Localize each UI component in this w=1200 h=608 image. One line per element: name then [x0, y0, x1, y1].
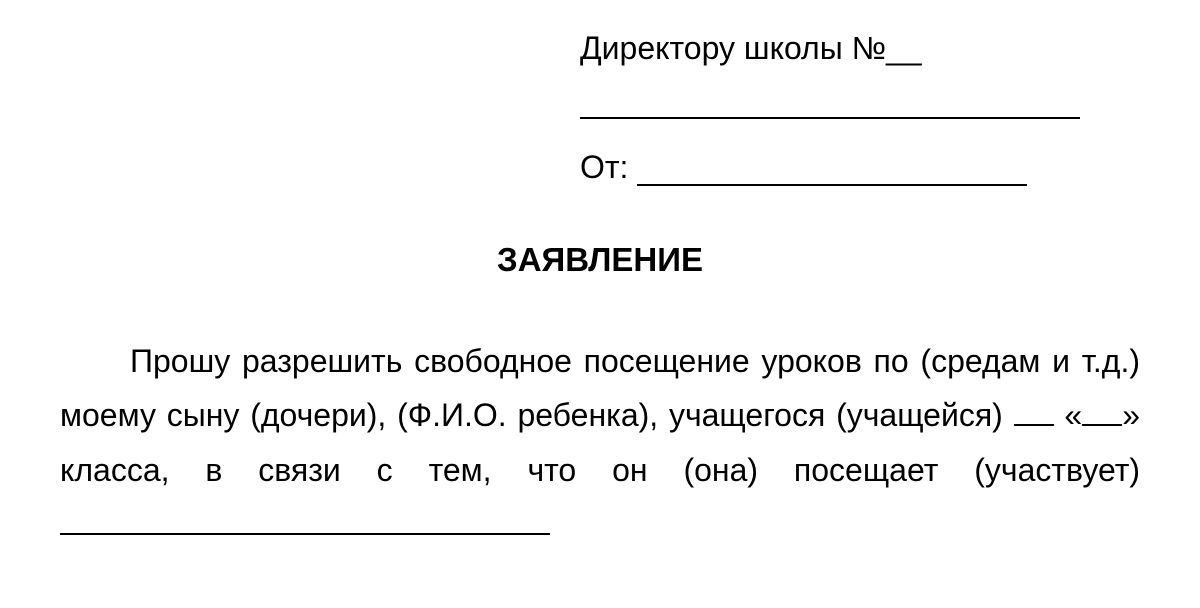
grade-number-blank	[1014, 402, 1054, 426]
document-body: Прошу разрешить свободное посещение урок…	[60, 334, 1140, 552]
body-part-1: Прошу разрешить свободное посещение урок…	[60, 343, 1140, 433]
from-name-blank	[637, 158, 1027, 186]
from-label: От:	[580, 149, 637, 185]
grade-letter-blank	[1082, 402, 1122, 426]
addressee-name-blank	[580, 91, 1080, 119]
addressee-line: Директору школы №__	[580, 30, 1140, 67]
from-line: От:	[580, 149, 1140, 186]
activity-blank	[60, 511, 550, 535]
body-part-2: «	[1054, 397, 1083, 433]
document-title: ЗАЯВЛЕНИЕ	[60, 241, 1140, 279]
document-header: Директору школы №__ От:	[580, 30, 1140, 186]
